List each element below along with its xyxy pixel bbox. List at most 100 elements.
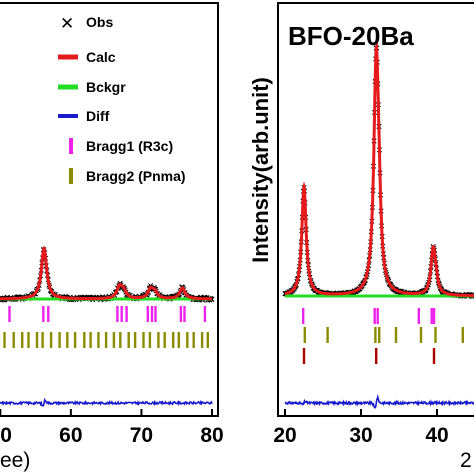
- left-bragg2-tick: [157, 332, 160, 348]
- right-bragg2-ticks: [303, 327, 464, 343]
- left-x-axis: 50 60 70 80: [0, 409, 224, 447]
- left-bragg1-tick: [154, 306, 157, 322]
- left-bragg1-tick: [150, 306, 154, 322]
- left-bragg2-tick: [206, 332, 209, 348]
- right-bragg3-tick: [432, 348, 436, 364]
- left-bragg1-tick: [42, 306, 45, 322]
- legend-label-diff: Diff: [86, 108, 110, 124]
- right-bragg2-tick: [303, 327, 306, 343]
- left-bragg2-tick: [112, 332, 116, 348]
- legend-label-bckgr: Bckgr: [86, 79, 126, 95]
- left-bragg2-tick: [172, 332, 175, 348]
- left-bragg2-tick: [89, 332, 92, 348]
- right-bragg1-tick: [432, 308, 436, 324]
- left-bragg2-tick: [177, 332, 180, 348]
- left-plot-frame: [0, 2, 219, 417]
- right-plot-frame: [277, 2, 474, 417]
- right-bragg2-tick: [461, 327, 464, 343]
- left-bragg2-tick: [73, 332, 77, 348]
- left-bragg2-tick: [133, 332, 137, 348]
- left-x-tick-label: 80: [200, 424, 223, 447]
- right-x-axis: 20 30 40: [273, 409, 449, 447]
- legend-label-calc: Calc: [86, 49, 116, 65]
- right-bragg1-tick: [302, 308, 305, 324]
- left-bragg2-tick: [21, 332, 24, 348]
- right-bragg1-tick: [430, 308, 433, 324]
- left-x-tick-label: 50: [0, 424, 12, 447]
- left-calc-line: [0, 245, 212, 301]
- right-bragg2-tick: [434, 327, 437, 343]
- legend-label-bragg1: Bragg1 (R3c): [86, 138, 173, 154]
- right-bragg1-tick: [373, 308, 376, 324]
- left-bragg1-tick: [116, 306, 119, 322]
- left-bragg1-tick: [47, 306, 50, 322]
- left-bragg2-tick: [104, 332, 108, 348]
- left-bragg2-tick: [12, 332, 15, 348]
- left-bragg1-tick: [179, 306, 183, 322]
- legend-label-obs: Obs: [86, 14, 113, 30]
- left-bragg2-tick: [35, 332, 39, 348]
- legend-marker-obs: ✕: [60, 14, 74, 34]
- legend-marker-bragg2: [69, 168, 73, 184]
- legend-item-bragg1: Bragg1 (R3c): [69, 138, 173, 154]
- right-bragg3-tick: [375, 348, 378, 364]
- left-bragg1-tick: [120, 306, 123, 322]
- right-diff-line: [284, 393, 474, 409]
- left-plot-area: [0, 245, 215, 407]
- right-bragg2-tick: [394, 327, 398, 343]
- left-bragg2-tick: [200, 332, 204, 348]
- legend-item-diff: Diff: [58, 108, 110, 124]
- left-bragg2-tick: [148, 332, 152, 348]
- left-bragg2-tick: [41, 332, 44, 348]
- chart-title: BFO-20Ba: [288, 21, 414, 51]
- right-x-tick-label: 40: [425, 424, 448, 447]
- left-x-tick-label: 60: [59, 424, 82, 447]
- right-calc-line: [284, 41, 474, 297]
- right-x-tick-label: 30: [349, 424, 372, 447]
- left-bragg2-tick: [192, 332, 195, 348]
- left-bragg2-tick: [142, 332, 145, 348]
- left-bragg1-tick: [125, 306, 128, 322]
- right-bragg1-tick: [417, 308, 420, 324]
- left-bragg2-tick: [3, 332, 6, 348]
- right-bragg3-ticks: [302, 348, 436, 364]
- left-bragg2-tick: [186, 332, 189, 348]
- left-bragg2-tick: [97, 332, 100, 348]
- legend-label-bragg2: Bragg2 (Pnma): [86, 168, 186, 184]
- left-bragg2-ticks: [0, 332, 209, 348]
- legend-item-bckgr: Bckgr: [58, 79, 126, 95]
- left-x-axis-label: ee): [0, 449, 30, 472]
- left-bragg2-tick: [49, 332, 53, 348]
- right-bragg1-tick: [376, 308, 379, 324]
- right-bragg2-tick: [326, 327, 329, 343]
- right-panel: 20 30 40 BFO-20Ba Intensity(arb.unit) 2: [248, 2, 474, 472]
- left-bragg2-tick: [119, 332, 122, 348]
- y-axis-label: Intensity(arb.unit): [248, 77, 273, 263]
- left-bragg2-tick: [163, 332, 166, 348]
- legend-item-bragg2: Bragg2 (Pnma): [69, 168, 186, 184]
- legend-marker-bragg1: [69, 138, 73, 154]
- legend-item-calc: Calc: [58, 49, 116, 65]
- left-bragg2-tick: [83, 332, 86, 348]
- left-x-tick-label: 70: [130, 424, 153, 447]
- right-x-tick-label: 20: [273, 424, 296, 447]
- right-bragg2-tick: [378, 327, 381, 343]
- right-plot-area: [282, 41, 474, 409]
- left-bragg1-tick: [146, 306, 149, 322]
- left-bragg2-tick: [58, 332, 61, 348]
- left-bragg2-tick: [27, 332, 30, 348]
- right-bragg3-tick: [302, 348, 306, 364]
- left-bragg1-tick: [183, 306, 186, 322]
- left-bragg2-tick: [66, 332, 69, 348]
- right-bragg1-ticks: [302, 308, 436, 324]
- right-bragg2-tick: [419, 327, 423, 343]
- legend-item-obs: ✕ Obs: [60, 14, 113, 34]
- left-panel: 50 60 70 80 ee) ✕ Obs Calc Bckgr Diff Bragg…: [0, 2, 224, 472]
- left-diff-line: [0, 397, 213, 407]
- left-bragg1-tick: [8, 306, 11, 322]
- left-bragg1-ticks: [8, 306, 207, 322]
- left-bragg2-tick: [127, 332, 130, 348]
- left-bragg1-tick: [203, 306, 207, 322]
- right-x-axis-label: 2: [460, 449, 472, 472]
